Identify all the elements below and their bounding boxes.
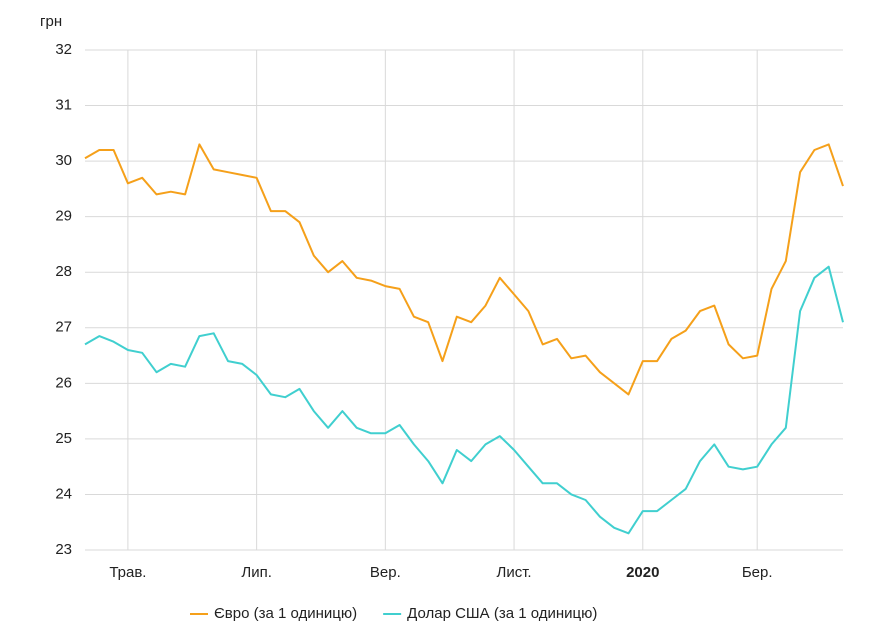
y-tick-label: 24 <box>55 485 72 502</box>
x-tick-label: Лист. <box>497 564 532 581</box>
series-line <box>84 265 844 535</box>
y-tick-label: 28 <box>55 263 72 280</box>
y-tick-label: 26 <box>55 374 72 391</box>
x-tick-label: Трав. <box>109 564 146 581</box>
y-tick-label: 23 <box>55 541 72 558</box>
x-tick-label: 2020 <box>626 564 659 581</box>
y-tick-label: 29 <box>55 208 72 225</box>
y-tick-label: 27 <box>55 319 72 336</box>
y-axis-label: грн <box>40 13 62 30</box>
x-tick-label: Бер. <box>742 564 773 581</box>
x-tick-label: Лип. <box>241 564 272 581</box>
y-tick-label: 31 <box>55 97 72 114</box>
y-tick-label: 25 <box>55 430 72 447</box>
x-tick-label: Вер. <box>370 564 401 581</box>
legend-label: Євро (за 1 одиницю) <box>214 605 357 622</box>
legend-label: Долар США (за 1 одиницю) <box>407 605 597 622</box>
y-tick-label: 32 <box>55 41 72 58</box>
y-tick-label: 30 <box>55 152 72 169</box>
series-line <box>84 143 844 396</box>
